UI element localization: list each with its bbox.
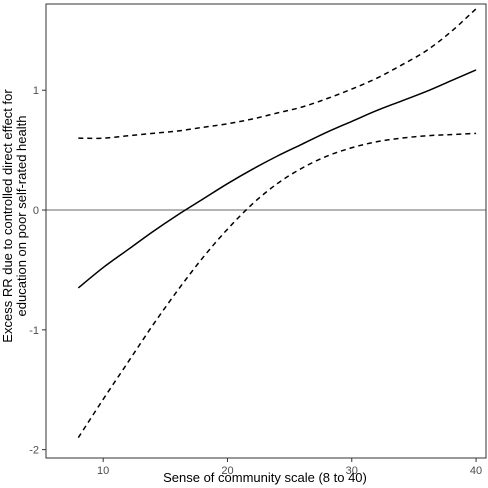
y-axis-title-line-1: Excess RR due to controlled direct effec… — [0, 89, 15, 343]
estimate-line — [77, 69, 477, 289]
x-tick-label: 30 — [346, 465, 358, 477]
y-tick-label: -2 — [29, 445, 39, 457]
x-tick-label: 20 — [221, 465, 233, 477]
y-axis-title: Excess RR due to controlled direct effec… — [0, 89, 29, 343]
upper-ci-line — [78, 8, 477, 140]
x-tick-label: 10 — [97, 465, 109, 477]
series-group — [77, 8, 477, 439]
x-axis-title: Sense of community scale (8 to 40) — [163, 470, 367, 485]
x-tick-label: 40 — [470, 465, 482, 477]
y-axis-title-line-2: education on poor self-rated health — [14, 116, 29, 317]
y-tick-label: 0 — [33, 205, 39, 217]
y-tick-label: -1 — [29, 325, 39, 337]
lower-ci-line — [77, 132, 477, 439]
plot-panel-border — [45, 3, 487, 459]
y-axis: -2 -1 0 1 — [29, 85, 46, 457]
x-axis: 10 20 30 40 — [97, 458, 482, 477]
y-tick-label: 1 — [33, 85, 39, 97]
